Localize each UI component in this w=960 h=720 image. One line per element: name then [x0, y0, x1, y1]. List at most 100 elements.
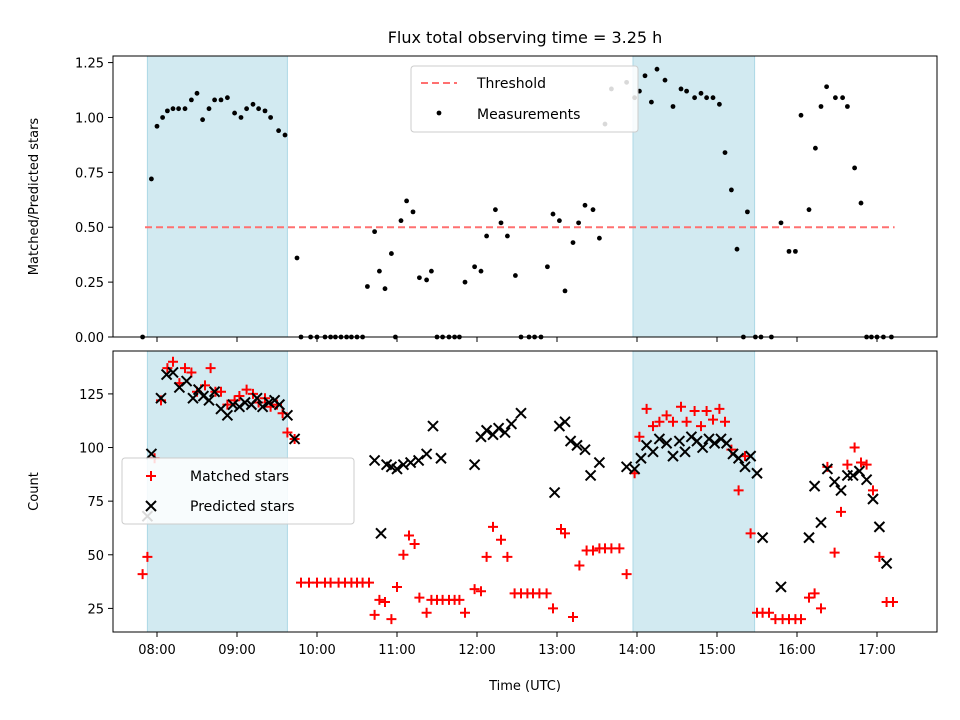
- bottom-point-1-57: [653, 433, 666, 445]
- top-point-0-36: [365, 284, 370, 289]
- bottom-point-0-110: [836, 506, 846, 517]
- bottom-point-0-70: [574, 560, 585, 571]
- top-point-0-7: [182, 106, 188, 112]
- bottom-point-1-59: [667, 450, 679, 462]
- bottom-point-1-68: [720, 437, 733, 449]
- bottom-y-tick-label-4: 125: [79, 388, 104, 403]
- top-point-0-55: [478, 268, 484, 274]
- bottom-point-1-71: [739, 461, 751, 473]
- x-tick-label-4: 12:00: [458, 643, 495, 658]
- top-point-0-79: [642, 73, 648, 79]
- bottom-point-0-36: [364, 577, 374, 588]
- bottom-point-1-85: [860, 473, 873, 486]
- bottom-point-0-44: [409, 539, 420, 550]
- bottom-point-1-61: [679, 446, 691, 458]
- top-point-0-86: [692, 95, 697, 101]
- bottom-point-0-17: [241, 384, 252, 395]
- legend-matched-label: Matched stars: [190, 469, 289, 485]
- bottom-point-1-19: [256, 401, 269, 413]
- top-point-0-80: [649, 99, 654, 105]
- bottom-point-0-1: [142, 551, 153, 562]
- bottom-point-1-46: [559, 416, 571, 428]
- top-point-0-37: [372, 229, 377, 235]
- top-point-0-82: [662, 77, 668, 83]
- top-point-0-88: [704, 95, 709, 101]
- bottom-point-1-36: [468, 458, 481, 471]
- top-point-0-54: [472, 264, 477, 270]
- top-point-0-89: [710, 95, 716, 101]
- bottom-point-0-65: [541, 588, 552, 599]
- top-point-0-91: [722, 150, 728, 155]
- top-point-0-53: [462, 279, 468, 285]
- bottom-point-0-83: [661, 410, 672, 421]
- top-point-0-109: [845, 104, 850, 109]
- top-point-0-72: [590, 207, 596, 213]
- top-point-0-14: [225, 95, 230, 101]
- bottom-point-0-72: [588, 545, 598, 556]
- bottom-point-0-56: [481, 551, 492, 562]
- bottom-plot-frame: [112, 350, 938, 633]
- bottom-y-tick-label-1: 50: [87, 549, 104, 564]
- bottom-point-1-75: [775, 581, 787, 593]
- top-point-0-107: [833, 95, 838, 101]
- top-point-0-16: [238, 115, 244, 120]
- bottom-point-0-90: [708, 414, 718, 425]
- top-point-0-43: [404, 198, 409, 204]
- top-point-0-68: [562, 288, 568, 294]
- bottom-point-0-109: [829, 547, 840, 558]
- bottom-y-tick-label-0: 25: [87, 602, 104, 617]
- top-point-0-2: [154, 123, 160, 129]
- chart-title: Flux total observing time = 3.25 h: [388, 28, 663, 47]
- top-y-tick-label-0: 0.00: [75, 331, 104, 346]
- bottom-point-1-72: [744, 450, 757, 462]
- top-point-0-56: [484, 233, 489, 239]
- top-point-0-84: [678, 86, 684, 92]
- bottom-point-1-88: [880, 557, 893, 570]
- bottom-point-0-111: [842, 459, 853, 470]
- bottom-point-1-58: [660, 437, 673, 449]
- bottom-point-1-40: [492, 422, 505, 434]
- bottom-point-0-45: [414, 592, 425, 603]
- bottom-point-1-87: [873, 521, 886, 533]
- bottom-point-0-69: [568, 611, 578, 622]
- bottom-point-0-42: [398, 549, 409, 560]
- bottom-point-1-52: [620, 461, 633, 473]
- bottom-point-1-31: [404, 456, 417, 469]
- bottom-point-1-22: [273, 398, 286, 411]
- top-point-0-81: [654, 66, 660, 72]
- top-point-0-65: [545, 264, 550, 270]
- bottom-point-1-78: [815, 516, 827, 529]
- top-point-0-1: [149, 176, 154, 182]
- top-point-0-21: [268, 115, 273, 120]
- top-point-0-11: [206, 106, 212, 112]
- top-y-tick-label-2: 0.50: [75, 221, 104, 236]
- bottom-point-1-73: [751, 467, 763, 479]
- bottom-point-1-74: [756, 531, 769, 544]
- bottom-point-1-3: [160, 368, 173, 381]
- bottom-point-1-16: [239, 396, 251, 409]
- top-point-0-13: [218, 97, 224, 103]
- bottom-point-1-10: [203, 394, 215, 407]
- bottom-point-0-105: [804, 592, 814, 603]
- bottom-point-1-25: [368, 454, 381, 467]
- top-y-axis-label: Matched/Predicted stars: [27, 118, 42, 276]
- bottom-point-1-43: [515, 407, 527, 419]
- x-tick-label-5: 13:00: [538, 643, 575, 658]
- top-point-0-85: [684, 88, 689, 94]
- x-tick-label-7: 15:00: [698, 643, 735, 658]
- top-point-0-38: [377, 268, 382, 274]
- top-point-0-9: [194, 90, 200, 96]
- bottom-point-0-57: [488, 521, 498, 532]
- top-point-0-12: [212, 97, 218, 103]
- top-point-0-90: [717, 101, 722, 107]
- top-point-0-24: [294, 255, 300, 261]
- ratio-panel: 0.00 0.25 0.50 0.75 1.00 1.25 Matched/Predicte…: [27, 55, 938, 346]
- bottom-point-1-7: [187, 392, 199, 404]
- bottom-point-0-112: [849, 442, 860, 453]
- top-point-0-102: [798, 112, 804, 118]
- bottom-point-1-50: [584, 469, 597, 482]
- bottom-point-0-85: [676, 401, 686, 412]
- top-y-tick-label-5: 1.25: [75, 57, 104, 72]
- bottom-point-0-39: [380, 596, 390, 607]
- bottom-point-1-26: [375, 527, 387, 540]
